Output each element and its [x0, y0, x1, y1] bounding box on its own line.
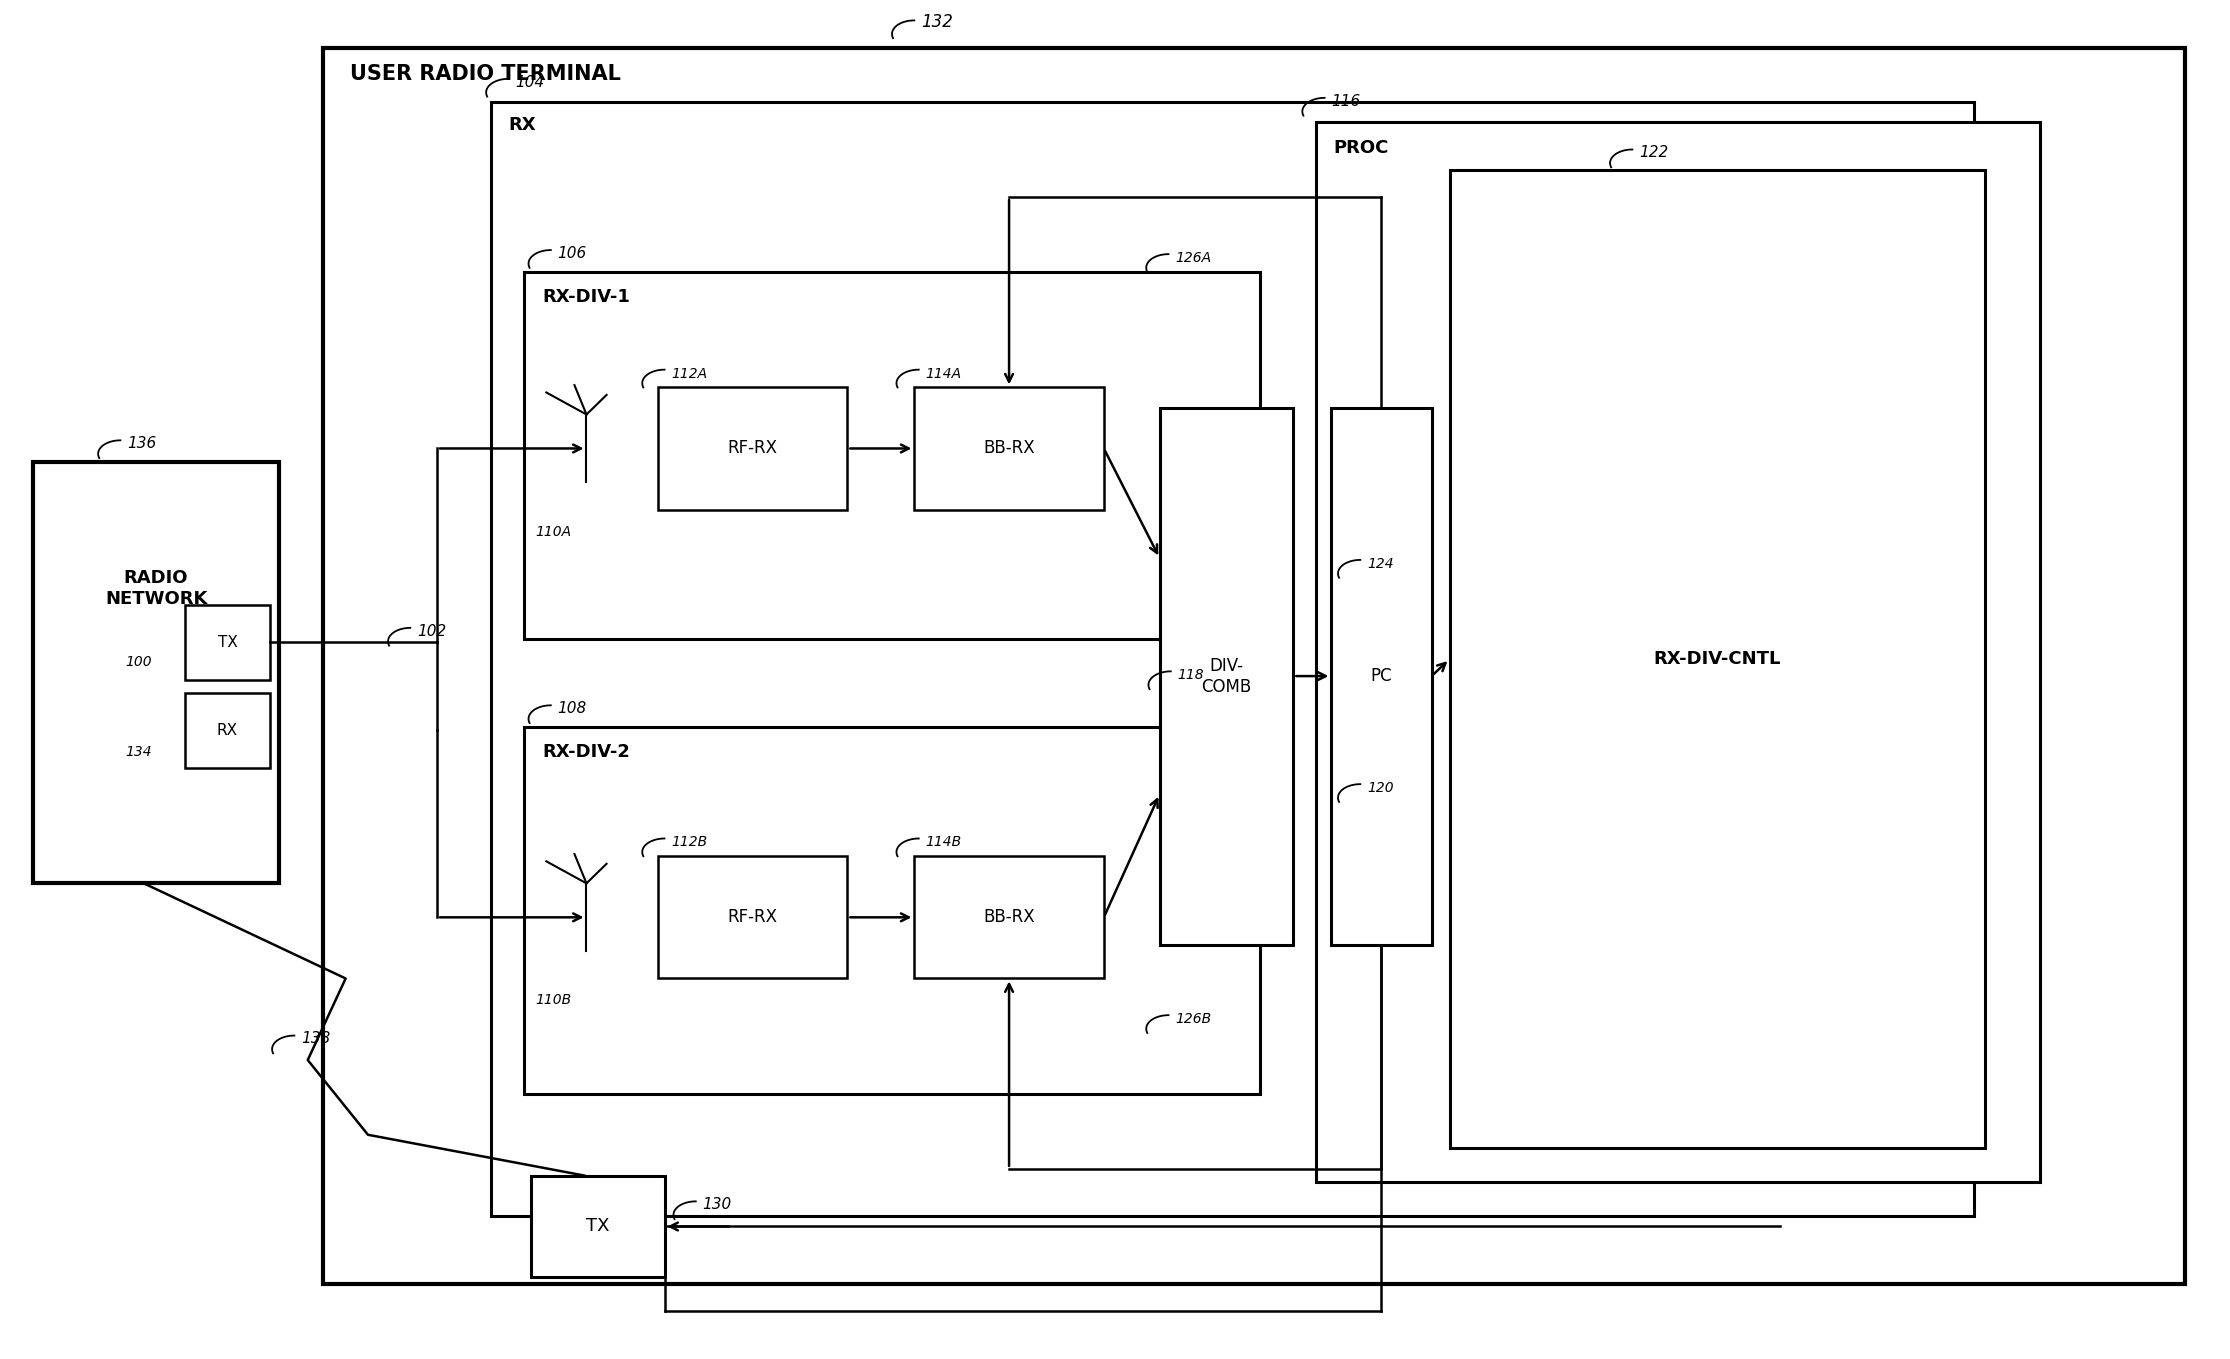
- Text: 114A: 114A: [925, 367, 961, 381]
- Text: PROC: PROC: [1334, 139, 1389, 156]
- Text: 134: 134: [125, 745, 152, 758]
- Text: 120: 120: [1367, 781, 1394, 795]
- Text: BB-RX: BB-RX: [983, 439, 1035, 458]
- Text: RX-DIV-CNTL: RX-DIV-CNTL: [1652, 650, 1782, 669]
- Text: USER RADIO TERMINAL: USER RADIO TERMINAL: [350, 64, 620, 84]
- Bar: [185, 605, 270, 680]
- Text: 114B: 114B: [925, 836, 961, 849]
- Text: 130: 130: [702, 1197, 731, 1212]
- Text: DIV-
COMB: DIV- COMB: [1202, 656, 1251, 696]
- Text: 110B: 110B: [535, 993, 571, 1007]
- Bar: [1450, 170, 1985, 1148]
- Text: RF-RX: RF-RX: [727, 908, 778, 927]
- Text: TX: TX: [219, 635, 236, 650]
- Text: 116: 116: [1331, 94, 1360, 109]
- Bar: [658, 387, 847, 510]
- Bar: [1316, 122, 2040, 1182]
- Bar: [323, 48, 2185, 1284]
- Text: 124: 124: [1367, 557, 1394, 571]
- Text: 110A: 110A: [535, 525, 571, 538]
- Text: RX: RX: [216, 723, 239, 738]
- Text: 126A: 126A: [1175, 251, 1211, 265]
- Bar: [914, 387, 1104, 510]
- Text: 118: 118: [1177, 669, 1204, 682]
- Bar: [914, 856, 1104, 978]
- Bar: [1331, 408, 1432, 945]
- Text: 138: 138: [301, 1031, 330, 1046]
- Text: 122: 122: [1639, 145, 1668, 160]
- Bar: [658, 856, 847, 978]
- Text: 100: 100: [125, 655, 152, 669]
- Bar: [33, 462, 279, 883]
- Text: 112B: 112B: [671, 836, 707, 849]
- Text: PC: PC: [1371, 667, 1392, 685]
- Text: RF-RX: RF-RX: [727, 439, 778, 458]
- Text: RX-DIV-2: RX-DIV-2: [542, 743, 629, 761]
- Bar: [185, 693, 270, 768]
- Text: 108: 108: [558, 701, 586, 716]
- Bar: [524, 727, 1260, 1094]
- Bar: [531, 1176, 665, 1277]
- Bar: [1160, 408, 1293, 945]
- Text: RX: RX: [508, 116, 535, 133]
- Text: BB-RX: BB-RX: [983, 908, 1035, 927]
- Text: 126B: 126B: [1175, 1012, 1211, 1026]
- Text: 112A: 112A: [671, 367, 707, 381]
- Bar: [491, 102, 1974, 1216]
- Text: RX-DIV-1: RX-DIV-1: [542, 288, 629, 306]
- Text: 102: 102: [417, 624, 446, 639]
- Text: 104: 104: [515, 75, 544, 90]
- Text: 136: 136: [127, 436, 156, 451]
- Text: TX: TX: [586, 1218, 609, 1235]
- Bar: [524, 272, 1260, 639]
- Text: RADIO
NETWORK: RADIO NETWORK: [105, 569, 207, 607]
- Text: 106: 106: [558, 246, 586, 261]
- Text: 132: 132: [921, 14, 952, 31]
